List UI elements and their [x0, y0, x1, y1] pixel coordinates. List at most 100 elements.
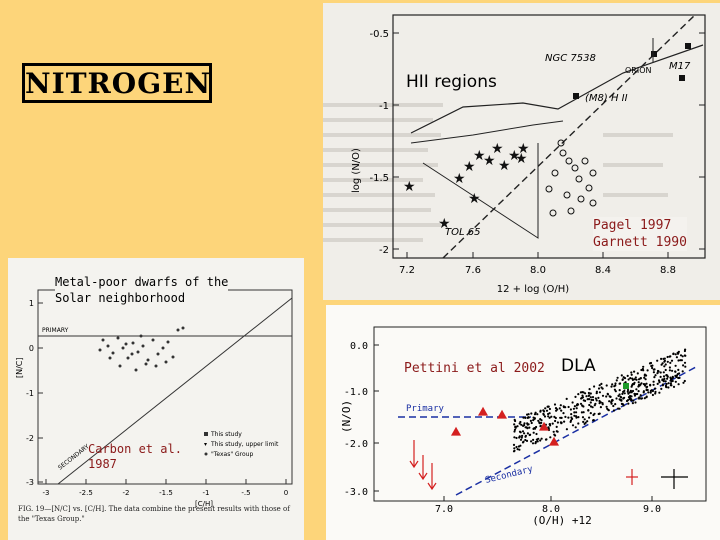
dwarfs-xtick-6: -.5	[241, 489, 250, 497]
dla-svg: 0.0 -1.0 -2.0 -3.0 7.0 8.0 9.0 (O/H) +12…	[340, 326, 707, 527]
dla-scatter-point	[674, 370, 677, 373]
dla-scatter-point	[613, 385, 616, 388]
dla-scatter-point	[522, 424, 525, 427]
dla-ylabel: (N/O)	[340, 400, 353, 433]
dla-scatter-point	[535, 425, 538, 429]
dla-scatter-point	[639, 377, 642, 380]
dla-scatter-point	[554, 419, 557, 423]
dla-scatter-point	[555, 409, 558, 412]
dla-scatter-point	[548, 423, 551, 426]
dla-scatter-point	[633, 394, 637, 397]
dla-scatter-point	[645, 396, 648, 399]
dla-scatter-point	[537, 419, 540, 422]
dla-scatter-point	[530, 440, 533, 443]
hii-envelope-upper	[410, 44, 704, 134]
dla-scatter-point	[588, 416, 591, 419]
slide-title-box: NITROGEN	[22, 63, 212, 103]
hii-label-m8: (M8) H II	[585, 93, 628, 104]
dla-scatter-point	[605, 384, 608, 387]
dla-scatter-point	[610, 385, 613, 388]
svg-text:★: ★	[463, 159, 476, 175]
dla-scatter-point	[581, 396, 585, 399]
dla-scatter-point	[665, 374, 668, 377]
dla-scatter-point	[666, 360, 669, 363]
hii-background-text	[323, 103, 673, 242]
hii-label-m17: M17	[669, 61, 691, 72]
dla-scatter-point	[569, 408, 572, 411]
dwarfs-xtick-3: -2	[123, 489, 130, 497]
dla-scatter-point	[583, 418, 586, 421]
dla-scatter-point	[621, 392, 624, 395]
hii-circle-points	[545, 139, 597, 217]
dla-scatter-point	[539, 439, 542, 442]
svg-text:★: ★	[515, 151, 528, 167]
dla-scatter-point	[648, 362, 652, 365]
dla-scatter-point	[684, 348, 687, 351]
dla-scatter-point	[646, 385, 649, 388]
hii-regions-plot: -0.5 -1 -1.5 -2 7.2 7.6 8.0 8.4 8.8 12 +…	[323, 3, 720, 300]
dla-scatter-point	[597, 387, 601, 390]
dla-scatter-point	[535, 432, 538, 436]
hii-ytick-2: -1	[379, 101, 389, 112]
dla-scatter-point	[670, 377, 673, 380]
dla-scatter-point	[573, 411, 576, 414]
dla-scatter-point	[684, 365, 687, 368]
dwarfs-primary-label: PRIMARY	[42, 327, 69, 334]
dla-scatter-point	[640, 368, 643, 372]
dla-scatter-point	[577, 416, 580, 419]
dla-scatter-point	[665, 382, 668, 386]
dwarfs-x-ticks	[45, 479, 287, 484]
dla-scatter-point	[660, 387, 663, 390]
dla-scatter-point	[530, 412, 533, 415]
dla-scatter-point	[576, 403, 579, 406]
dla-scatter-point	[667, 386, 670, 389]
dla-red-points	[409, 406, 638, 491]
dwarfs-legend-2: This study, upper limit	[210, 441, 279, 448]
dla-scatter-point	[620, 374, 623, 377]
dla-scatter-point	[675, 356, 678, 359]
dla-scatter-point	[547, 426, 550, 429]
dla-scatter-point	[651, 364, 654, 367]
dla-scatter-point	[533, 413, 537, 416]
dla-scatter-point	[657, 379, 661, 382]
dla-scatter-point	[564, 406, 567, 409]
dla-scatter-point	[626, 390, 629, 393]
dla-scatter-point	[522, 416, 525, 419]
dwarfs-secondary-label: SECONDARY	[57, 443, 91, 472]
dla-scatter-point	[518, 448, 521, 451]
dla-scatter-point	[629, 377, 632, 380]
dla-scatter-point	[585, 395, 588, 398]
dwarfs-legend-3: "Texas" Group	[211, 451, 253, 458]
dla-scatter-point	[662, 375, 666, 378]
dla-scatter-point	[659, 371, 662, 374]
dla-green-point	[623, 383, 629, 389]
dla-scatter-point	[587, 391, 590, 395]
dla-scatter-point	[570, 413, 573, 416]
dla-scatter-point	[676, 351, 679, 354]
dla-scatter-point	[588, 403, 591, 407]
dla-scatter-point	[636, 392, 639, 396]
dla-scatter-point	[518, 422, 521, 425]
hii-xtick-2: 7.6	[465, 265, 481, 276]
dla-scatter-point	[679, 354, 683, 357]
dla-scatter-point	[652, 368, 655, 371]
dwarfs-legend-marker-2: ▾	[204, 441, 207, 448]
dla-scatter-point	[656, 382, 659, 385]
hii-ytick-4: -2	[379, 245, 389, 256]
dla-scatter-point	[629, 389, 632, 392]
dla-scatter-point	[597, 412, 600, 416]
dla-scatter-point	[515, 436, 518, 440]
hii-star-points: ★ ★★ ★★★ ★★★ ★★★	[403, 141, 530, 232]
dla-scatter-point	[619, 382, 622, 385]
hii-xtick-4: 8.4	[595, 265, 611, 276]
dla-scatter-point	[514, 419, 517, 423]
dla-scatter-point	[573, 414, 576, 417]
hii-regions-svg: -0.5 -1 -1.5 -2 7.2 7.6 8.0 8.4 8.8 12 +…	[323, 3, 720, 300]
dwarfs-legend-marker-1	[204, 432, 208, 436]
dla-scatter-point	[548, 407, 551, 411]
dla-scatter-point	[527, 416, 530, 419]
dwarfs-xtick-5: -1	[203, 489, 210, 497]
dla-scatter-point	[662, 380, 665, 383]
dla-scatter-point	[545, 409, 549, 412]
dla-scatter-point	[623, 392, 626, 395]
